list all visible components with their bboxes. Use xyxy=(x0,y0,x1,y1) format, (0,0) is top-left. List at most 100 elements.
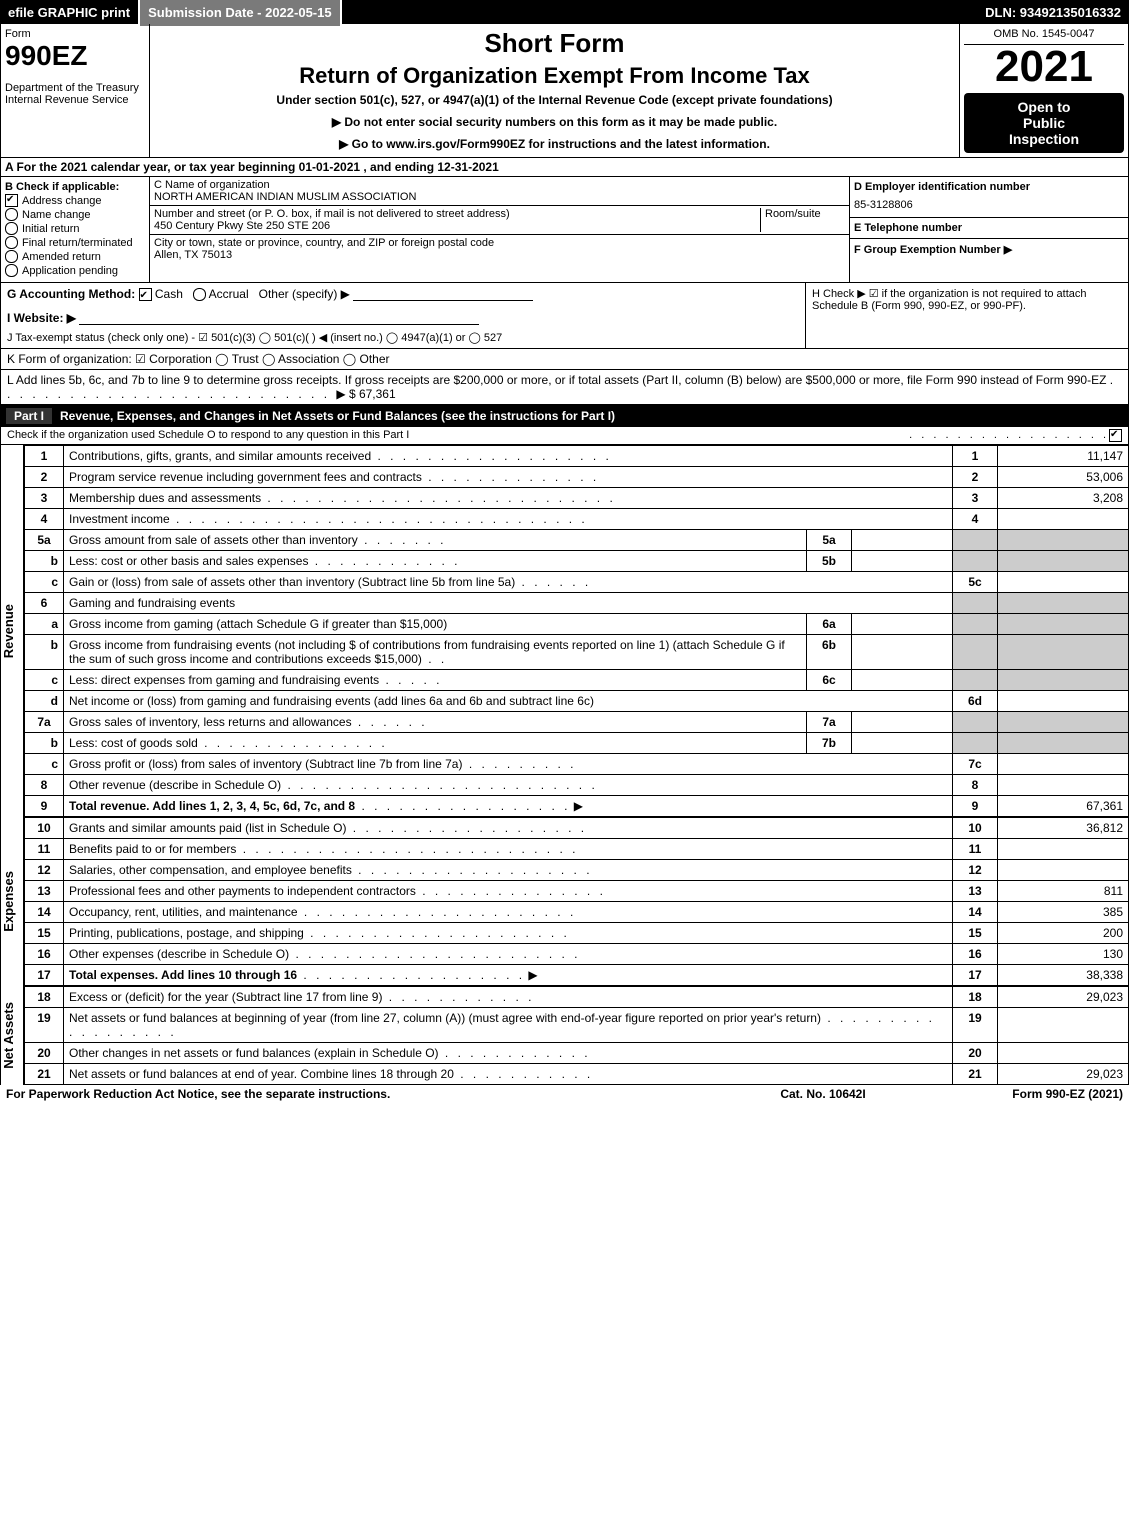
netassets-vertical-label: Net Assets xyxy=(1,986,24,1085)
irs-label: Internal Revenue Service xyxy=(5,94,145,106)
lbl-accrual: Accrual xyxy=(209,287,249,301)
chk-accrual[interactable] xyxy=(193,288,206,301)
dln-number: DLN: 93492135016332 xyxy=(977,0,1129,26)
line-15: 15 Printing, publications, postage, and … xyxy=(25,923,1129,944)
line-6c: c Less: direct expenses from gaming and … xyxy=(25,670,1129,691)
line-17: 17 Total expenses. Add lines 10 through … xyxy=(25,965,1129,986)
row-l-text: L Add lines 5b, 6c, and 7b to line 9 to … xyxy=(7,373,1106,387)
tax-year: 2021 xyxy=(964,45,1124,89)
section-subtitle: Under section 501(c), 527, or 4947(a)(1)… xyxy=(156,93,953,107)
top-bar: efile GRAPHIC print Submission Date - 20… xyxy=(0,0,1129,24)
footer-form-ref: Form 990-EZ (2021) xyxy=(923,1087,1123,1101)
line-6a: a Gross income from gaming (attach Sched… xyxy=(25,614,1129,635)
chk-final-return[interactable] xyxy=(5,236,18,249)
part1-sub-text: Check if the organization used Schedule … xyxy=(7,429,909,442)
d-ein-value: 85-3128806 xyxy=(854,199,1124,211)
line-7b: b Less: cost of goods sold . . . . . . .… xyxy=(25,733,1129,754)
chk-amended-return[interactable] xyxy=(5,250,18,263)
revenue-section: Revenue 1 Contributions, gifts, grants, … xyxy=(0,445,1129,817)
chk-application-pending[interactable] xyxy=(5,264,18,277)
form-header: Form 990EZ Department of the Treasury In… xyxy=(0,24,1129,158)
footer-paperwork-notice: For Paperwork Reduction Act Notice, see … xyxy=(6,1087,723,1101)
c-name-value: NORTH AMERICAN INDIAN MUSLIM ASSOCIATION xyxy=(154,191,845,203)
chk-initial-return[interactable] xyxy=(5,222,18,235)
netassets-section: Net Assets 18 Excess or (deficit) for th… xyxy=(0,986,1129,1085)
lbl-address-change: Address change xyxy=(22,195,102,207)
expenses-section: Expenses 10 Grants and similar amounts p… xyxy=(0,817,1129,986)
column-def: D Employer identification number 85-3128… xyxy=(850,177,1128,282)
line-14: 14 Occupancy, rent, utilities, and maint… xyxy=(25,902,1129,923)
form-number: 990EZ xyxy=(5,40,145,72)
lbl-other: Other (specify) ▶ xyxy=(259,287,350,301)
efile-print-link[interactable]: efile GRAPHIC print xyxy=(0,0,140,26)
line-6b: b Gross income from fundraising events (… xyxy=(25,635,1129,670)
c-city-value: Allen, TX 75013 xyxy=(154,249,845,261)
open-line2: Public xyxy=(970,115,1118,131)
chk-schedule-o[interactable] xyxy=(1109,429,1122,442)
chk-cash[interactable] xyxy=(139,288,152,301)
e-tel-label: E Telephone number xyxy=(854,222,962,234)
line-7a: 7a Gross sales of inventory, less return… xyxy=(25,712,1129,733)
footer-cat-no: Cat. No. 10642I xyxy=(723,1087,923,1101)
dots-sub: . . . . . . . . . . . . . . . . . xyxy=(909,429,1109,442)
dept-treasury: Department of the Treasury xyxy=(5,82,145,94)
row-k: K Form of organization: ☑ Corporation ◯ … xyxy=(0,349,1129,370)
col-b-title: B Check if applicable: xyxy=(5,181,119,193)
c-addr-label: Number and street (or P. O. box, if mail… xyxy=(154,208,760,220)
line-5b: b Less: cost or other basis and sales ex… xyxy=(25,551,1129,572)
line-11: 11 Benefits paid to or for members . . .… xyxy=(25,839,1129,860)
form-word: Form xyxy=(5,28,145,40)
lbl-cash: Cash xyxy=(155,287,183,301)
row-gh: G Accounting Method: Cash Accrual Other … xyxy=(0,283,1129,349)
line-16: 16 Other expenses (describe in Schedule … xyxy=(25,944,1129,965)
top-bar-spacer xyxy=(342,0,978,26)
column-c-org-info: C Name of organization NORTH AMERICAN IN… xyxy=(150,177,850,282)
website-input[interactable] xyxy=(79,312,479,325)
line-2: 2 Program service revenue including gove… xyxy=(25,467,1129,488)
line-4: 4 Investment income . . . . . . . . . . … xyxy=(25,509,1129,530)
line-5a: 5a Gross amount from sale of assets othe… xyxy=(25,530,1129,551)
g-label: G Accounting Method: xyxy=(7,287,135,301)
row-j: J Tax-exempt status (check only one) - ☑… xyxy=(7,331,799,344)
chk-name-change[interactable] xyxy=(5,208,18,221)
form-990ez-page: efile GRAPHIC print Submission Date - 20… xyxy=(0,0,1129,1103)
lbl-name-change: Name change xyxy=(22,209,91,221)
column-b-checkboxes: B Check if applicable: Address change Na… xyxy=(1,177,150,282)
row-h: H Check ▶ ☑ if the organization is not r… xyxy=(805,283,1128,348)
open-public-badge: Open to Public Inspection xyxy=(964,93,1124,153)
expenses-table: 10 Grants and similar amounts paid (list… xyxy=(24,817,1129,986)
page-footer: For Paperwork Reduction Act Notice, see … xyxy=(0,1085,1129,1103)
line-5c: c Gain or (loss) from sale of assets oth… xyxy=(25,572,1129,593)
section-bcdef: B Check if applicable: Address change Na… xyxy=(0,177,1129,283)
line-3: 3 Membership dues and assessments . . . … xyxy=(25,488,1129,509)
part1-title: Revenue, Expenses, and Changes in Net As… xyxy=(60,409,615,423)
line-6: 6 Gaming and fundraising events xyxy=(25,593,1129,614)
row-i: I Website: ▶ xyxy=(7,311,76,325)
header-left: Form 990EZ Department of the Treasury In… xyxy=(1,24,150,157)
line-18: 18 Excess or (deficit) for the year (Sub… xyxy=(25,987,1129,1008)
lbl-application-pending: Application pending xyxy=(22,265,118,277)
line-13: 13 Professional fees and other payments … xyxy=(25,881,1129,902)
line-6d: d Net income or (loss) from gaming and f… xyxy=(25,691,1129,712)
open-line1: Open to xyxy=(970,99,1118,115)
chk-address-change[interactable] xyxy=(5,194,18,207)
other-specify-input[interactable] xyxy=(353,288,533,301)
line-1: 1 Contributions, gifts, grants, and simi… xyxy=(25,446,1129,467)
row-g: G Accounting Method: Cash Accrual Other … xyxy=(1,283,805,348)
row-a-tax-year: A For the 2021 calendar year, or tax yea… xyxy=(0,158,1129,177)
return-title: Return of Organization Exempt From Incom… xyxy=(156,63,953,89)
d-ein-label: D Employer identification number xyxy=(854,181,1030,193)
revenue-table: 1 Contributions, gifts, grants, and simi… xyxy=(24,445,1129,817)
line-12: 12 Salaries, other compensation, and emp… xyxy=(25,860,1129,881)
lbl-final-return: Final return/terminated xyxy=(22,237,133,249)
f-group-label: F Group Exemption Number ▶ xyxy=(854,244,1012,256)
line-8: 8 Other revenue (describe in Schedule O)… xyxy=(25,775,1129,796)
line-19: 19 Net assets or fund balances at beginn… xyxy=(25,1008,1129,1043)
open-line3: Inspection xyxy=(970,131,1118,147)
part1-subheader: Check if the organization used Schedule … xyxy=(0,427,1129,445)
directive-goto-link[interactable]: ▶ Go to www.irs.gov/Form990EZ for instru… xyxy=(156,137,953,151)
expenses-vertical-label: Expenses xyxy=(1,817,24,986)
line-21: 21 Net assets or fund balances at end of… xyxy=(25,1064,1129,1085)
directive-ssn: ▶ Do not enter social security numbers o… xyxy=(156,115,953,129)
c-room-label: Room/suite xyxy=(760,208,845,232)
